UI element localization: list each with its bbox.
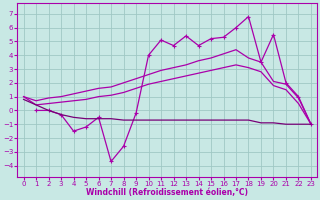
- X-axis label: Windchill (Refroidissement éolien,°C): Windchill (Refroidissement éolien,°C): [86, 188, 248, 197]
